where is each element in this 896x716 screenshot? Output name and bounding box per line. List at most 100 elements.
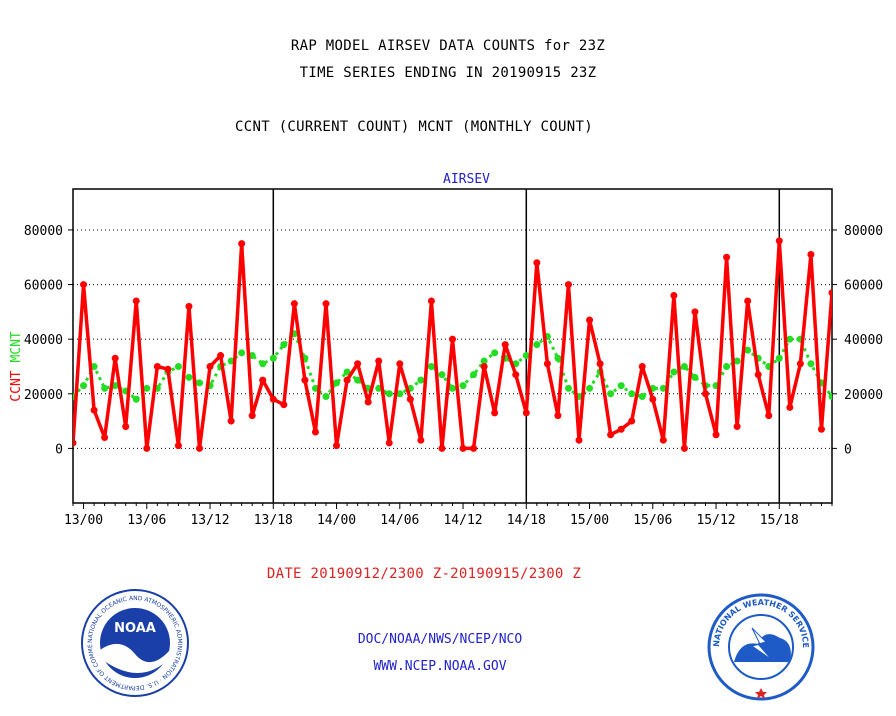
- ccnt-point: [196, 444, 203, 452]
- airsev-chart: 0 0 20000 20000 40000 40000 60000 60000 80000 800…: [9, 172, 883, 528]
- mcnt-point: [607, 390, 615, 398]
- ccnt-point: [248, 412, 256, 420]
- ccnt-point: [659, 436, 667, 444]
- mcnt-point: [238, 349, 246, 357]
- ccnt-point: [607, 431, 615, 439]
- mcnt-point: [638, 393, 646, 401]
- x-tick-label: 13/12: [190, 513, 229, 528]
- ccnt-point: [522, 409, 530, 417]
- mcnt-point: [659, 384, 667, 392]
- ccnt-point: [73, 439, 77, 447]
- ccnt-point: [817, 425, 825, 433]
- mcnt-point: [744, 346, 752, 354]
- ccnt-point: [723, 253, 731, 261]
- x-tick-label: 14/12: [443, 513, 482, 528]
- ccnt-point: [301, 376, 309, 384]
- ccnt-point: [480, 362, 488, 370]
- date-range-label: DATE 20190912/2300 Z-20190915/2300 Z: [266, 566, 582, 582]
- mcnt-point: [333, 379, 341, 387]
- mcnt-point: [828, 393, 832, 401]
- ccnt-point: [786, 403, 794, 411]
- ccnt-point: [206, 362, 214, 370]
- x-tick-label: 15/12: [696, 513, 735, 528]
- mcnt-point: [196, 379, 203, 387]
- ccnt-point: [628, 417, 636, 425]
- ccnt-point: [311, 428, 319, 436]
- mcnt-point: [143, 384, 151, 392]
- ccnt-point: [80, 281, 88, 289]
- mcnt-point: [259, 360, 267, 368]
- x-tick-label: 13/18: [254, 513, 293, 528]
- mcnt-point: [680, 362, 688, 370]
- mcnt-point: [385, 390, 393, 398]
- mcnt-point: [396, 390, 404, 398]
- ccnt-point: [238, 240, 246, 248]
- ccnt-point: [543, 360, 551, 368]
- ccnt-point: [427, 297, 435, 305]
- ccnt-point: [533, 259, 541, 267]
- ccnt-point: [406, 395, 414, 403]
- ccnt-point: [712, 431, 720, 439]
- mcnt-point: [343, 368, 351, 376]
- ccnt-point: [702, 390, 709, 398]
- mcnt-point: [427, 362, 435, 370]
- mcnt-point: [628, 390, 636, 398]
- ccnt-point: [449, 335, 456, 343]
- mcnt-point: [459, 382, 467, 390]
- ccnt-point: [122, 423, 130, 431]
- website-link[interactable]: WWW.NCEP.NOAA.GOV: [373, 659, 507, 674]
- ccnt-point: [733, 423, 741, 431]
- y-tick-label-right: 60000: [844, 279, 883, 294]
- ccnt-point: [185, 302, 193, 310]
- series-group: [73, 237, 832, 452]
- org-label: DOC/NOAA/NWS/NCEP/NCO: [357, 632, 523, 647]
- ccnt-point: [375, 357, 383, 365]
- y-tick-label-left: 0: [55, 442, 63, 457]
- ccnt-point: [638, 362, 646, 370]
- ccnt-point: [575, 436, 583, 444]
- ccnt-point: [649, 395, 657, 403]
- mcnt-point: [449, 384, 456, 392]
- ccnt-point: [491, 409, 499, 417]
- y-tick-label-left: 20000: [24, 388, 63, 403]
- title-line-3: CCNT (CURRENT COUNT) MCNT (MONTHLY COUNT…: [235, 119, 593, 135]
- ccnt-point: [217, 352, 225, 360]
- ccnt-point: [459, 444, 467, 452]
- mcnt-point: [807, 360, 815, 368]
- mcnt-point: [733, 357, 741, 365]
- mcnt-point: [691, 373, 699, 381]
- mcnt-point: [480, 357, 488, 365]
- ccnt-point: [280, 401, 288, 409]
- ccnt-point: [417, 436, 425, 444]
- mcnt-point: [470, 371, 478, 379]
- y-tick-label-right: 40000: [844, 333, 883, 348]
- ccnt-point: [259, 376, 267, 384]
- ccnt-point: [290, 300, 298, 308]
- mcnt-point: [132, 395, 140, 403]
- mcnt-point: [670, 368, 678, 376]
- ccnt-point: [765, 412, 773, 420]
- mcnt-point: [322, 393, 330, 401]
- y-tick-label-right: 0: [844, 442, 852, 457]
- mcnt-point: [438, 371, 446, 379]
- mcnt-point: [280, 341, 288, 349]
- mcnt-point: [564, 384, 572, 392]
- y-tick-label-left: 40000: [24, 333, 63, 348]
- x-tick-label: 13/00: [64, 513, 103, 528]
- y-label-ccnt: CCNT: [9, 370, 24, 401]
- ccnt-point: [807, 251, 815, 259]
- mcnt-point: [185, 373, 193, 381]
- y-tick-label-right: 20000: [844, 388, 883, 403]
- mcnt-point: [248, 352, 256, 360]
- x-tick-label: 15/06: [633, 513, 672, 528]
- ccnt-point: [385, 439, 393, 447]
- ccnt-point: [333, 442, 341, 450]
- chart-title: AIRSEV: [443, 172, 490, 187]
- ccnt-point: [90, 406, 98, 414]
- ccnt-point: [269, 395, 277, 403]
- mcnt-point: [269, 354, 277, 362]
- mcnt-point: [90, 362, 98, 370]
- noaa-logo: NATIONAL OCEANIC AND ATMOSPHERIC ADMINIS…: [80, 588, 189, 697]
- noaa-label: NOAA: [114, 621, 156, 636]
- mcnt-point: [586, 384, 594, 392]
